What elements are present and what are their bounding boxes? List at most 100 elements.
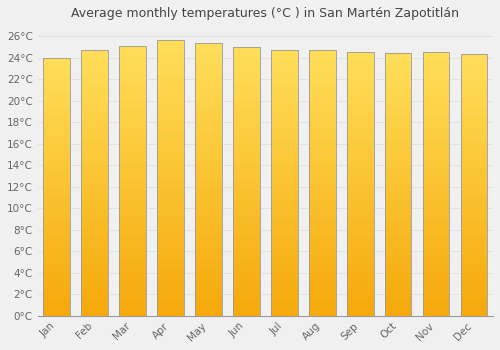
Bar xyxy=(44,299,70,307)
Bar xyxy=(271,298,297,307)
Bar xyxy=(271,289,297,298)
Bar xyxy=(44,75,70,83)
Bar xyxy=(423,237,450,246)
Bar xyxy=(120,226,146,235)
Bar xyxy=(423,52,450,61)
Bar xyxy=(157,40,184,50)
Bar xyxy=(44,238,70,247)
Bar xyxy=(347,52,374,316)
Bar xyxy=(423,210,450,219)
Bar xyxy=(82,174,108,183)
Bar xyxy=(233,208,260,217)
Bar xyxy=(44,195,70,204)
Bar xyxy=(82,77,108,85)
Bar xyxy=(82,228,108,236)
Bar xyxy=(423,105,450,114)
Bar xyxy=(82,112,108,121)
Bar xyxy=(233,280,260,289)
Bar xyxy=(120,307,146,316)
Bar xyxy=(195,216,222,225)
Bar xyxy=(423,96,450,105)
Bar xyxy=(44,58,70,66)
Bar xyxy=(195,42,222,316)
Bar xyxy=(309,112,336,121)
Bar xyxy=(82,121,108,130)
Bar xyxy=(157,215,184,224)
Bar xyxy=(233,226,260,235)
Bar xyxy=(347,237,374,246)
Bar xyxy=(309,298,336,307)
Bar xyxy=(271,183,297,192)
Bar xyxy=(309,307,336,316)
Bar xyxy=(44,161,70,169)
Bar xyxy=(461,229,487,238)
Bar xyxy=(309,192,336,201)
Bar xyxy=(195,116,222,125)
Bar xyxy=(82,245,108,254)
Bar xyxy=(233,119,260,127)
Bar xyxy=(82,210,108,218)
Bar xyxy=(461,272,487,281)
Bar xyxy=(44,256,70,264)
Bar xyxy=(157,114,184,123)
Bar xyxy=(309,103,336,112)
Bar xyxy=(271,148,297,156)
Bar xyxy=(385,176,411,185)
Bar xyxy=(157,169,184,178)
Bar xyxy=(347,299,374,307)
Bar xyxy=(233,253,260,262)
Bar xyxy=(271,130,297,139)
Bar xyxy=(461,211,487,220)
Bar xyxy=(423,184,450,193)
Bar xyxy=(120,253,146,262)
Bar xyxy=(271,174,297,183)
Bar xyxy=(120,145,146,154)
Bar xyxy=(385,264,411,272)
Bar xyxy=(423,228,450,237)
Bar xyxy=(44,204,70,213)
Bar xyxy=(271,50,297,316)
Bar xyxy=(271,245,297,254)
Bar xyxy=(423,114,450,122)
Bar xyxy=(271,263,297,272)
Bar xyxy=(157,197,184,206)
Bar xyxy=(44,118,70,126)
Bar xyxy=(157,261,184,270)
Bar xyxy=(233,271,260,280)
Bar xyxy=(385,167,411,176)
Bar xyxy=(195,289,222,298)
Bar xyxy=(347,254,374,263)
Bar xyxy=(423,70,450,79)
Bar xyxy=(82,85,108,94)
Bar xyxy=(82,139,108,148)
Bar xyxy=(233,199,260,208)
Bar xyxy=(309,254,336,263)
Bar xyxy=(44,213,70,221)
Bar xyxy=(44,307,70,316)
Bar xyxy=(385,132,411,141)
Bar xyxy=(423,61,450,70)
Bar xyxy=(157,307,184,316)
Bar xyxy=(120,55,146,64)
Bar xyxy=(309,263,336,272)
Bar xyxy=(309,245,336,254)
Bar xyxy=(233,127,260,136)
Bar xyxy=(461,264,487,272)
Bar xyxy=(423,193,450,202)
Bar xyxy=(157,96,184,105)
Bar xyxy=(44,135,70,144)
Bar xyxy=(347,79,374,88)
Bar xyxy=(233,110,260,119)
Bar xyxy=(461,141,487,150)
Bar xyxy=(347,272,374,281)
Bar xyxy=(271,156,297,165)
Bar xyxy=(195,252,222,261)
Bar xyxy=(309,59,336,68)
Bar xyxy=(461,307,487,316)
Bar xyxy=(195,170,222,179)
Bar xyxy=(82,307,108,316)
Bar xyxy=(423,140,450,149)
Bar xyxy=(271,139,297,148)
Bar xyxy=(271,307,297,316)
Bar xyxy=(385,194,411,202)
